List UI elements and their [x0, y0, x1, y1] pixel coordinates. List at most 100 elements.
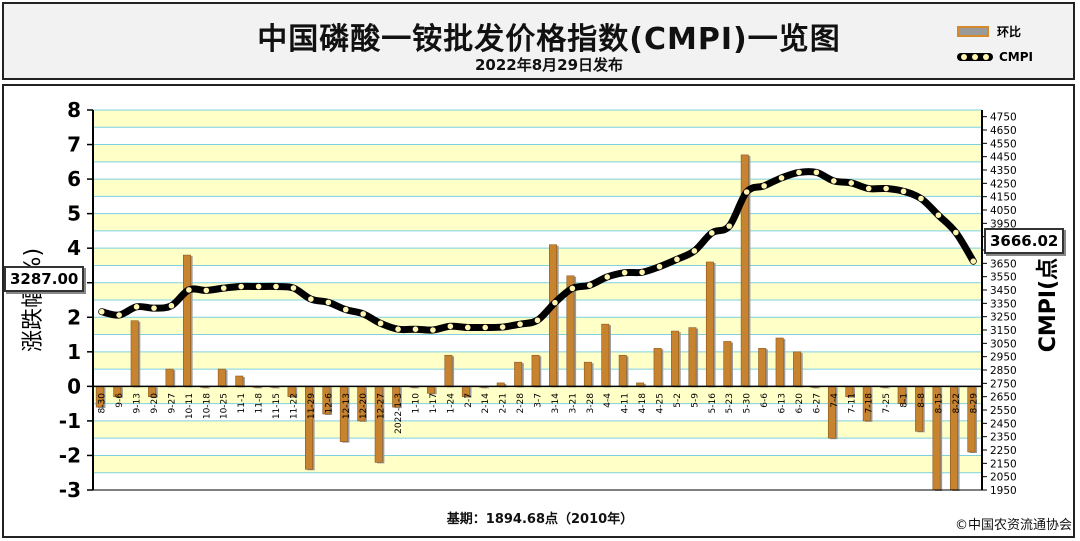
- left-tick-label: 8: [67, 98, 81, 122]
- cmpi-point: [447, 323, 454, 330]
- cmpi-point: [726, 223, 733, 229]
- right-tick-label: 4750: [990, 112, 1017, 124]
- left-tick-label: 7: [67, 133, 81, 157]
- cmpi-point: [918, 195, 924, 202]
- left-tick-label: 4: [67, 236, 81, 260]
- x-tick-label: 3-21: [568, 393, 578, 413]
- release-date: 2022年8月29日发布: [474, 56, 624, 74]
- x-tick-label: 8-15: [934, 393, 944, 413]
- bar-shadow: [812, 387, 821, 389]
- x-tick-label: 2-7: [464, 393, 474, 408]
- x-tick-label: 8-29: [969, 393, 979, 414]
- bar: [723, 341, 732, 387]
- grid-band: [93, 317, 982, 335]
- legend-item-bar: 环比: [957, 20, 1021, 42]
- bar: [618, 354, 627, 387]
- cmpi-point: [639, 269, 645, 276]
- x-tick-label: 9-13: [133, 393, 143, 413]
- x-tick-label: 8-22: [952, 393, 962, 413]
- x-tick-label: 3-28: [586, 393, 596, 414]
- cmpi-point: [203, 287, 210, 294]
- x-tick-label: 6-27: [812, 393, 822, 413]
- right-tick-label: 3150: [990, 325, 1017, 337]
- bar: [688, 327, 697, 387]
- bar: [705, 261, 714, 387]
- x-tick-label: 7-11: [847, 393, 857, 413]
- x-tick-label: 6-13: [778, 393, 788, 413]
- cmpi-point: [98, 308, 105, 315]
- chart-title: 中国磷酸一铵批发价格指数(CMPI)一览图: [257, 22, 841, 57]
- x-tick-label: 12-27: [377, 393, 387, 419]
- x-tick-label: 8-1: [900, 393, 910, 408]
- right-tick-label: 2150: [990, 458, 1017, 470]
- bar: [531, 354, 540, 387]
- cmpi-point: [848, 180, 855, 186]
- cmpi-point: [709, 230, 715, 236]
- cmpi-point: [656, 263, 663, 270]
- x-tick-label: 11-22: [289, 393, 299, 419]
- cmpi-point: [534, 317, 541, 324]
- cmpi-point: [604, 274, 611, 280]
- right-tick-label: 2450: [990, 418, 1017, 430]
- x-tick-label: 8-8: [917, 393, 927, 408]
- right-tick-label: 3050: [990, 338, 1017, 350]
- right-tick-label: 3550: [990, 272, 1017, 284]
- left-tick-label: 6: [67, 167, 81, 191]
- cmpi-point: [255, 283, 262, 290]
- bar: [235, 375, 244, 387]
- x-tick-label: 11-15: [272, 393, 282, 419]
- right-tick-label: 4650: [990, 125, 1017, 137]
- left-tick-label: -1: [59, 409, 81, 433]
- right-tick-label: 4050: [990, 205, 1017, 217]
- bar: [182, 254, 191, 387]
- x-tick-label: 7-4: [830, 393, 840, 408]
- x-tick-label: 12-6: [324, 393, 334, 414]
- left-tick-label: 1: [67, 340, 81, 364]
- bar-shadow: [255, 387, 263, 389]
- cmpi-point: [412, 326, 419, 333]
- right-axis-title: CMPI(点): [1035, 248, 1061, 352]
- left-tick-label: 5: [67, 202, 81, 226]
- x-tick-label: 6-20: [795, 393, 805, 414]
- bar-shadow: [272, 387, 280, 389]
- legend-bar-label: 环比: [997, 24, 1022, 39]
- right-tick-label: 3450: [990, 285, 1017, 297]
- cmpi-point: [953, 229, 959, 236]
- x-tick-label: 11-29: [307, 393, 317, 419]
- cmpi-point: [238, 283, 244, 290]
- bar: [601, 323, 610, 387]
- right-tick-label: 2650: [990, 392, 1017, 404]
- left-tick-label: -3: [59, 478, 81, 502]
- bar-shadow: [481, 387, 489, 389]
- left-axis-title: 涨跌幅(%): [21, 248, 46, 352]
- x-tick-label: 5-2: [673, 393, 683, 408]
- x-tick-label: 3-14: [551, 393, 561, 414]
- x-tick-label: 2-21: [499, 393, 509, 413]
- cmpi-point: [325, 299, 332, 306]
- cmpi-point: [482, 324, 489, 331]
- right-tick-label: 2850: [990, 365, 1017, 377]
- right-tick-label: 2550: [990, 405, 1017, 417]
- right-tick-label: 1950: [990, 485, 1017, 497]
- cmpi-point: [499, 324, 506, 330]
- x-tick-label: 11-1: [237, 393, 247, 413]
- bar-swatch-icon: [957, 25, 989, 37]
- cmpi-point: [883, 185, 889, 192]
- bar: [165, 368, 174, 387]
- cmpi-point: [831, 178, 837, 184]
- x-tick-label: 12-20: [359, 393, 369, 419]
- x-tick-label: 3-7: [534, 393, 544, 408]
- cmpi-point: [168, 302, 175, 309]
- x-tick-label: 12-13: [342, 393, 352, 419]
- x-tick-label: 4-25: [656, 393, 666, 413]
- cmpi-point: [186, 287, 192, 293]
- bar: [444, 354, 453, 387]
- cmpi-point: [900, 188, 907, 195]
- x-tick-label: 2-14: [481, 393, 491, 414]
- cmpi-point: [865, 185, 872, 192]
- cmpi-point: [935, 212, 942, 218]
- x-tick-label: 8-30: [98, 393, 108, 414]
- copyright-note: ©中国农资流通协会: [954, 518, 1072, 533]
- base-period-note: 基期：1894.68点（2010年）: [446, 512, 634, 527]
